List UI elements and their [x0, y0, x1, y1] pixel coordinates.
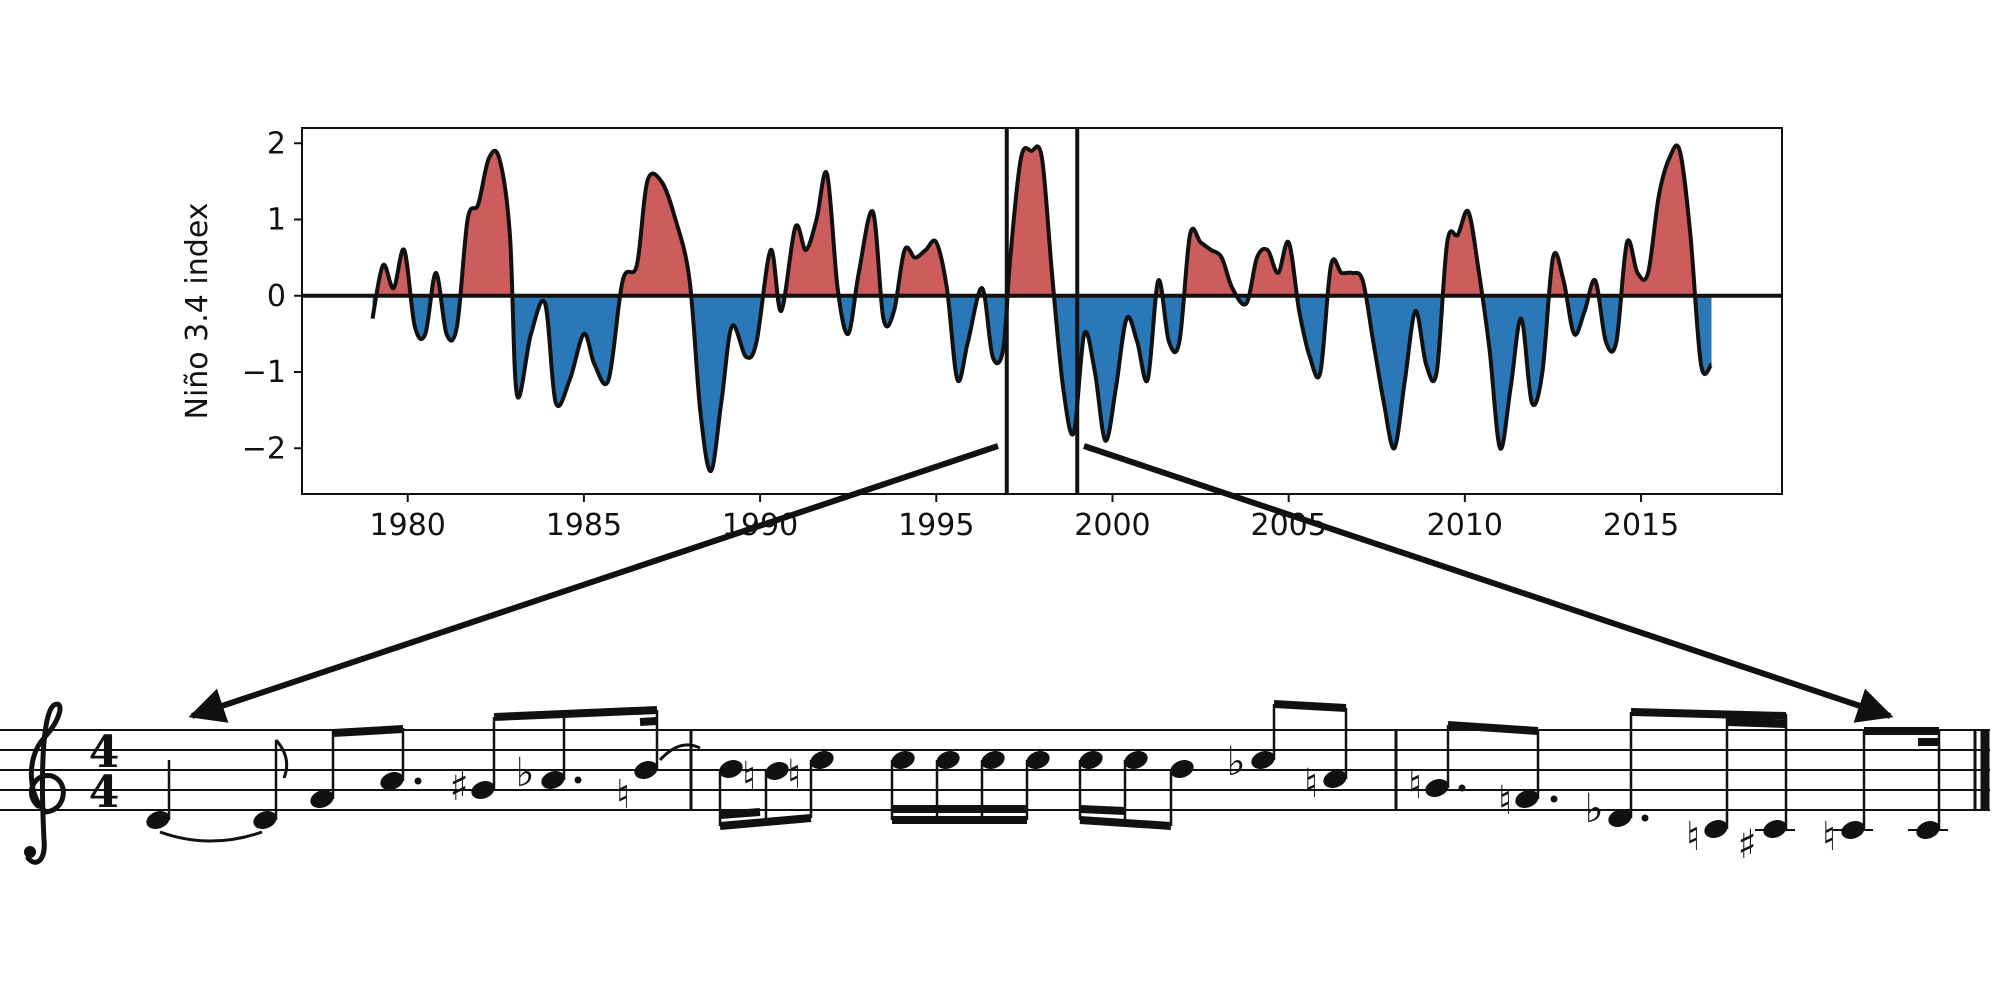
dot [1458, 784, 1466, 792]
x-axis: 19801985199019952000200520102015 [370, 494, 1679, 543]
y-tick-label: 2 [267, 126, 286, 161]
natural-icon: ♮ [1822, 814, 1836, 860]
note-head [1608, 809, 1632, 827]
negative-anomaly-fill [372, 295, 1712, 472]
note-head [634, 761, 658, 779]
natural-icon: ♮ [1304, 761, 1318, 807]
x-tick-label: 1995 [898, 508, 974, 543]
y-tick-label: 1 [267, 203, 286, 238]
note-head [1026, 751, 1050, 769]
time-signature-top: 4 [89, 727, 120, 778]
y-tick-label: 0 [267, 279, 286, 314]
positive-anomaly-fill [376, 145, 1696, 296]
note-beam [332, 725, 404, 737]
note-head [936, 751, 960, 769]
natural-icon: ♮ [1498, 778, 1512, 824]
note-head [1323, 770, 1347, 788]
zoom-arrow-right [1083, 443, 1894, 723]
natural-icon: ♮ [1686, 814, 1700, 860]
nino-plot: 19801985199019952000200520102015 −2−1012… [180, 126, 1783, 543]
note-head [541, 771, 565, 789]
note-beam [1079, 816, 1172, 830]
note-beam [639, 717, 658, 726]
music-score: 4 4 ♯ ♭ ♮ ♮ ♮ ♭ ♮ ♮ ♮ ♭ ♮ ♯ ♮ [0, 700, 1990, 868]
note-head [380, 772, 404, 790]
note-head [1515, 790, 1539, 808]
area-positive [376, 145, 1696, 296]
y-tick-label: −1 [242, 355, 286, 390]
y-axis-label: Niño 3.4 index [180, 202, 215, 419]
note-beam [1447, 721, 1539, 735]
flag [274, 739, 289, 779]
note-beam [719, 814, 812, 830]
note-head [765, 762, 789, 780]
x-tick-label: 2015 [1603, 508, 1679, 543]
y-axis: −2 −1 0 1 2 [242, 126, 302, 466]
note-head [810, 751, 834, 769]
note-head [146, 811, 170, 829]
staff [0, 729, 1990, 811]
note-head [1251, 751, 1275, 769]
x-tick-label: 2000 [1074, 508, 1150, 543]
note-head [1079, 751, 1103, 769]
note-head [1170, 760, 1194, 778]
series-line [370, 143, 1714, 474]
y-tick-label: −2 [242, 431, 286, 466]
note-beam [493, 706, 658, 721]
natural-icon: ♮ [742, 754, 756, 800]
flat-icon: ♭ [516, 750, 535, 796]
note-beam [1079, 805, 1126, 815]
note-head [719, 760, 743, 778]
flat-icon: ♭ [1227, 739, 1246, 785]
note-head [1704, 820, 1728, 838]
note-head [310, 790, 334, 808]
note-beam [1726, 718, 1787, 728]
x-tick-label: 2010 [1427, 508, 1503, 543]
dot [1641, 814, 1649, 822]
zoom-arrow-left [188, 443, 999, 723]
treble-clef-icon [24, 701, 66, 865]
dot [574, 776, 582, 784]
note-head [253, 811, 277, 829]
sharp-icon: ♯ [449, 764, 468, 810]
natural-icon: ♮ [616, 772, 630, 818]
note-head [981, 751, 1005, 769]
notes: ♯ ♭ ♮ ♮ ♮ ♭ ♮ ♮ ♮ ♭ ♮ ♯ ♮ [146, 700, 1948, 868]
tie [658, 743, 701, 762]
time-signature-bottom: 4 [89, 767, 120, 818]
natural-icon: ♮ [787, 752, 801, 798]
barlines [689, 730, 1990, 810]
note-head [1425, 779, 1449, 797]
dot [1550, 795, 1558, 803]
note-head [471, 781, 495, 799]
tie [159, 830, 263, 843]
natural-icon: ♮ [1408, 762, 1422, 808]
x-tick-label: 1985 [546, 508, 622, 543]
area-negative [372, 295, 1712, 472]
note-beam [719, 808, 761, 819]
sharp-icon: ♯ [1737, 822, 1756, 868]
dot [414, 777, 422, 785]
x-tick-label: 1980 [370, 508, 446, 543]
note-head [891, 751, 915, 769]
note-beam [1273, 700, 1347, 712]
plot-frame [301, 127, 1783, 495]
note-head [1124, 751, 1148, 769]
flat-icon: ♭ [1585, 786, 1604, 832]
note-beam [1630, 708, 1787, 720]
